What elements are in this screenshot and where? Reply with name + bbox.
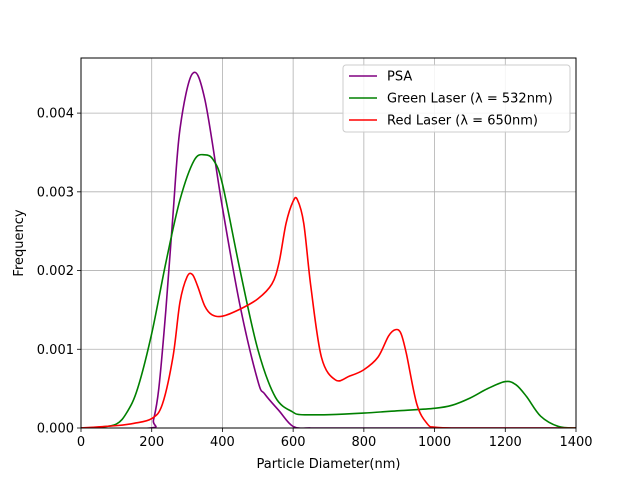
x-axis-label: Particle Diameter(nm) — [257, 457, 401, 472]
x-tick-label: 200 — [139, 435, 164, 450]
x-ticks: 0 200 400 600 800 1000 1200 1400 — [77, 428, 593, 450]
y-ticks: 0.000 0.001 0.002 0.003 0.004 — [37, 107, 81, 437]
series-line-2 — [81, 196, 576, 428]
y-tick-label: 0.002 — [37, 264, 74, 279]
legend-label-0: PSA — [387, 70, 412, 85]
legend-label-2: Red Laser (λ = 650nm) — [387, 114, 538, 129]
x-tick-label: 1400 — [559, 435, 592, 450]
x-tick-label: 0 — [77, 435, 85, 450]
x-tick-label: 400 — [210, 435, 235, 450]
y-axis-label: Frequency — [12, 209, 27, 276]
x-tick-label: 600 — [281, 435, 306, 450]
x-tick-label: 1200 — [489, 435, 522, 450]
y-tick-label: 0.001 — [37, 343, 74, 358]
x-tick-label: 1000 — [418, 435, 451, 450]
y-tick-label: 0.004 — [37, 107, 74, 122]
legend-label-1: Green Laser (λ = 532nm) — [387, 92, 553, 107]
legend: PSA Green Laser (λ = 532nm) Red Laser (λ =… — [342, 64, 571, 133]
series-layer — [81, 71, 576, 428]
x-tick-label: 800 — [351, 435, 376, 450]
plot-frame — [80, 57, 577, 429]
y-tick-label: 0.000 — [37, 422, 74, 437]
legend-box — [342, 64, 571, 133]
series-line-1 — [81, 153, 576, 428]
series-line-0 — [81, 71, 576, 428]
y-tick-label: 0.003 — [37, 185, 74, 200]
